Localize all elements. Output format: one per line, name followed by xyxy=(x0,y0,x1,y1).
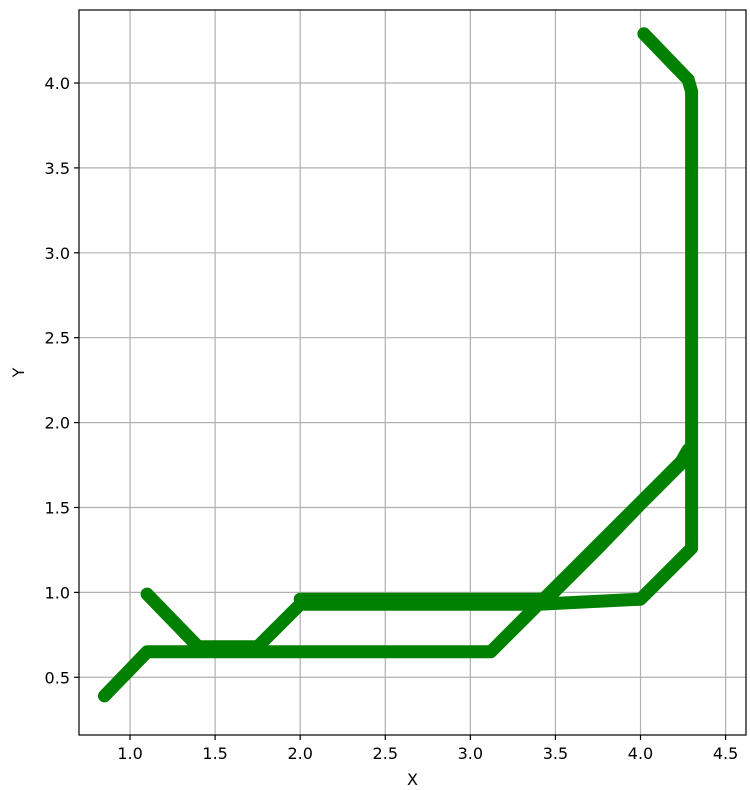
series-line-3 xyxy=(293,450,695,606)
y-tick-label: 0.5 xyxy=(45,668,70,687)
x-tick-label: 3.0 xyxy=(458,744,483,763)
axis-ticks: 1.0 1.5 2.0 2.5 3.0 3.5 4.0 4.5 0.5 1.0 1.5 2.0 2.5 3… xyxy=(45,74,739,763)
y-tick-label: 1.0 xyxy=(45,583,70,602)
series-lines xyxy=(98,27,699,703)
y-tick-label: 3.5 xyxy=(45,159,70,178)
plot-frame xyxy=(78,9,747,736)
x-tick-label: 3.5 xyxy=(543,744,568,763)
x-axis-label: X xyxy=(407,770,418,789)
x-tick-label: 1.0 xyxy=(117,744,142,763)
y-tick-label: 2.5 xyxy=(45,329,70,348)
series-line-1 xyxy=(98,443,695,703)
x-tick-label: 2.0 xyxy=(287,744,312,763)
y-tick-label: 4.0 xyxy=(45,74,70,93)
y-tick-label: 1.5 xyxy=(45,498,70,517)
y-axis-label: Y xyxy=(9,367,28,378)
x-tick-label: 4.5 xyxy=(713,744,738,763)
y-tick-label: 2.0 xyxy=(45,414,70,433)
series-line-2 xyxy=(140,73,699,654)
x-tick-label: 1.5 xyxy=(202,744,227,763)
y-tick-label: 3.0 xyxy=(45,244,70,263)
series-line-4 xyxy=(637,27,695,87)
grid-lines xyxy=(79,10,746,735)
x-tick-label: 4.0 xyxy=(628,744,653,763)
x-tick-label: 2.5 xyxy=(373,744,398,763)
